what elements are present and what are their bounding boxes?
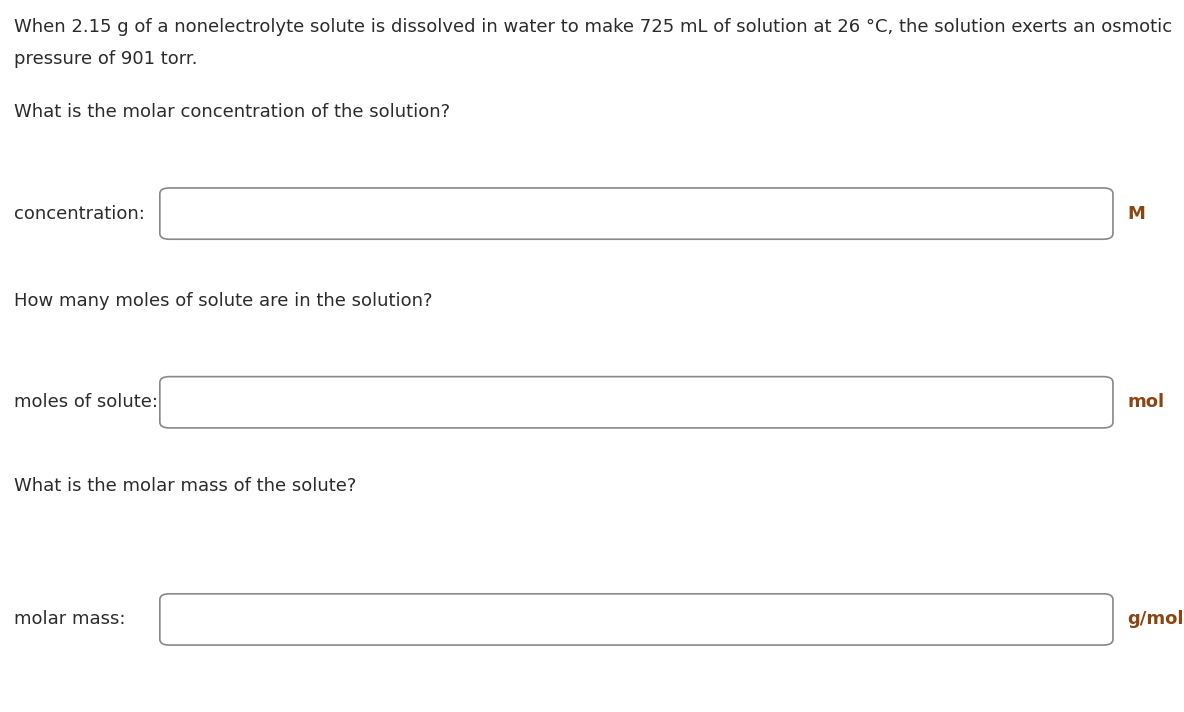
Text: concentration:: concentration:	[14, 204, 146, 223]
Text: moles of solute:: moles of solute:	[14, 393, 159, 412]
Text: mol: mol	[1127, 393, 1164, 412]
Text: What is the molar mass of the solute?: What is the molar mass of the solute?	[14, 477, 356, 495]
Text: What is the molar concentration of the solution?: What is the molar concentration of the s…	[14, 103, 450, 121]
FancyBboxPatch shape	[160, 188, 1113, 239]
Text: pressure of 901 torr.: pressure of 901 torr.	[14, 50, 198, 68]
Text: When 2.15 g of a nonelectrolyte solute is dissolved in water to make 725 mL of s: When 2.15 g of a nonelectrolyte solute i…	[14, 18, 1172, 36]
FancyBboxPatch shape	[160, 377, 1113, 428]
Text: molar mass:: molar mass:	[14, 610, 126, 629]
Text: M: M	[1127, 204, 1145, 223]
Text: How many moles of solute are in the solution?: How many moles of solute are in the solu…	[14, 292, 432, 310]
FancyBboxPatch shape	[160, 594, 1113, 645]
Text: g/mol: g/mol	[1127, 610, 1184, 629]
